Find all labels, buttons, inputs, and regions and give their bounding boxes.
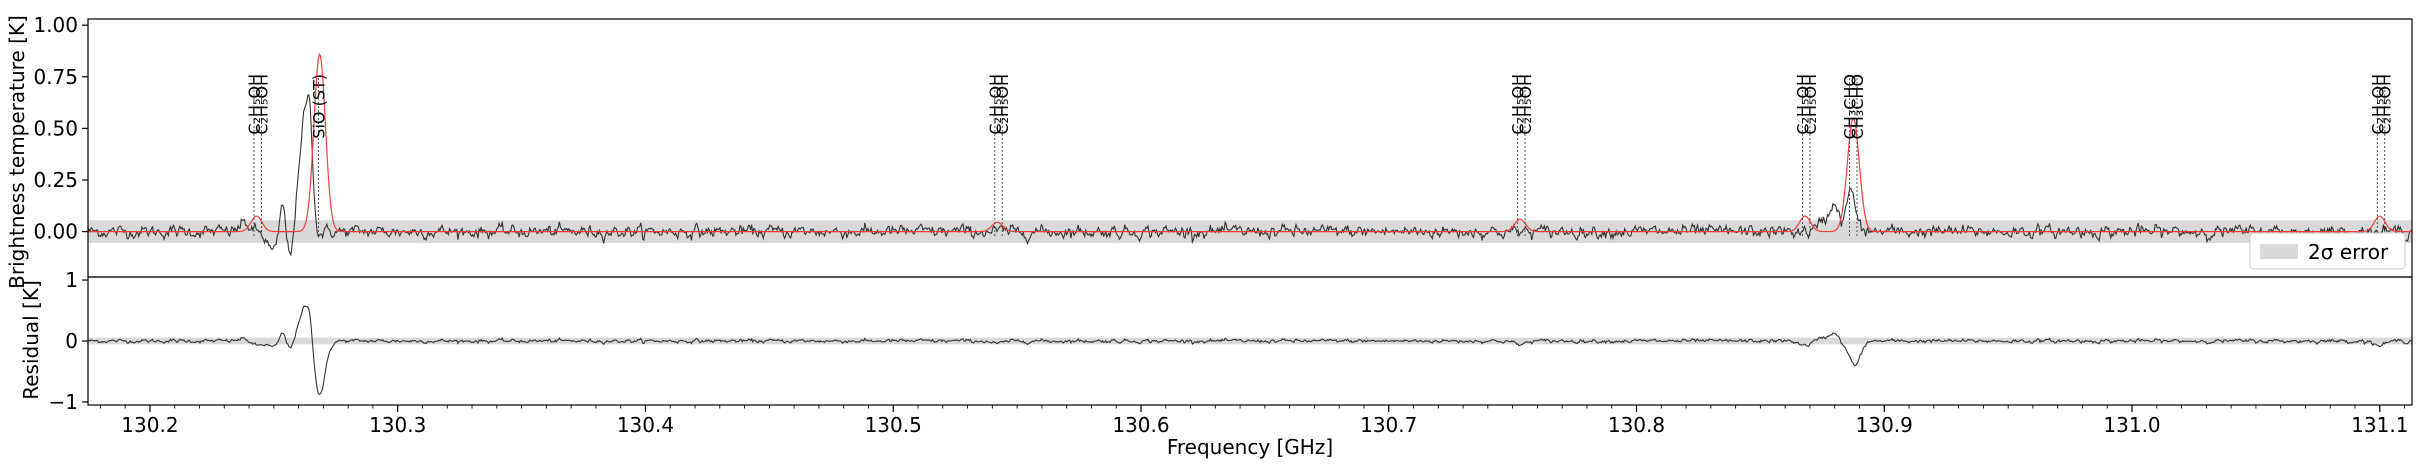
legend: 2σ error: [2249, 232, 2406, 270]
x-tick-label: 130.3: [369, 413, 426, 437]
spectral-line-label: C₂H₅OH: [1516, 74, 1535, 135]
x-tick-label: 130.4: [617, 413, 674, 437]
spectrum-panel: 0.00 0.25 0.50 0.75 1.00: [33, 13, 2413, 278]
y-tick-label-spectrum: 0.75: [33, 65, 78, 89]
spectral-line-label: C₂H₅OH: [2368, 74, 2387, 135]
spectral-line-label: C₂H₅OH: [993, 74, 1012, 135]
y-tick-label-spectrum: 0.25: [33, 168, 78, 192]
model-spectrum-line: [88, 52, 2412, 233]
spectral-line-label: C₂H₅OH: [2376, 74, 2395, 135]
spectral-line-label: CH₃CHO: [1848, 74, 1867, 139]
y-tick-label-residual: 1: [65, 268, 78, 292]
spectral-line-label: C₂H₅OH: [1794, 74, 1813, 135]
spectral-line-label: C₂H₅OH: [986, 74, 1005, 135]
spectral-line-label: C₂H₅OH: [252, 74, 271, 135]
x-tick-label: 131.1: [2351, 413, 2408, 437]
x-axis-label: Frequency [GHz]: [1167, 435, 1333, 459]
y-axis-label-residual: Residual [K]: [19, 280, 43, 400]
y-tick-label-spectrum: 1.00: [33, 13, 78, 37]
spectral-line-label: C₂H₅OH: [245, 74, 264, 135]
x-tick-label: 130.9: [1856, 413, 1913, 437]
y-tick-label-residual: −1: [49, 390, 78, 414]
x-tick-label: 130.2: [121, 413, 178, 437]
residual-panel: −1 0 1: [49, 268, 2413, 414]
legend-box: [2249, 232, 2406, 270]
y-tick-label-residual: 0: [65, 329, 78, 353]
spectral-line-label: C₂H₅OH: [1801, 74, 1820, 135]
legend-swatch-error: [2260, 244, 2298, 259]
spectral-line-label: C₂H₅OH: [1509, 74, 1528, 135]
spectral-line-label: CH₃CHO: [1841, 74, 1860, 139]
x-tick-label: 130.7: [1360, 413, 1417, 437]
x-tick-label: 131.0: [2103, 413, 2160, 437]
x-tick-label: 130.6: [1112, 413, 1169, 437]
x-axis: 130.2 130.3 130.4 130.5 130.6 130.7 130.8 130.9…: [99, 405, 2408, 437]
spectral-line-label: SiO (ST): [309, 74, 328, 139]
y-tick-label-spectrum: 0.00: [33, 220, 78, 244]
x-tick-label: 130.8: [1608, 413, 1665, 437]
x-tick-label: 130.5: [865, 413, 922, 437]
y-axis-label-spectrum: Brightness temperature [K]: [5, 15, 29, 289]
residual-line: [88, 305, 2412, 396]
y-tick-label-spectrum: 0.50: [33, 116, 78, 140]
legend-label-error: 2σ error: [2308, 240, 2389, 264]
